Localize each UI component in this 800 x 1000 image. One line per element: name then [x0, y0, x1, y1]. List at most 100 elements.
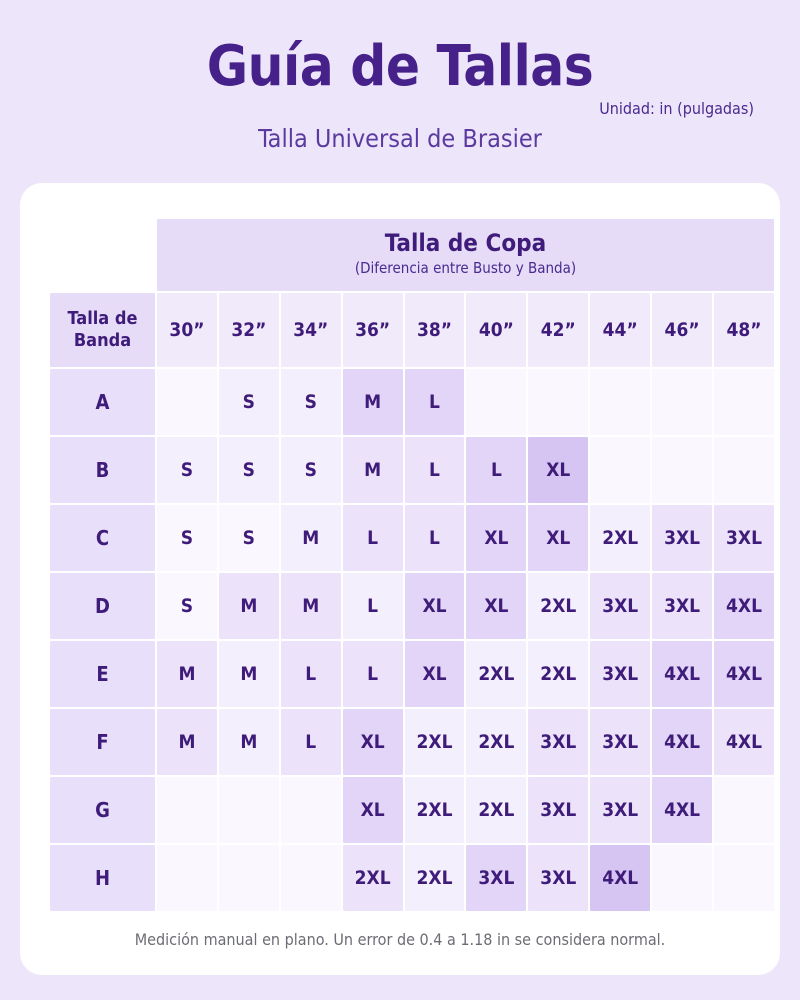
column-header-row: Talla de Banda 30” 32” 34” 36” 38” 40” 4…	[50, 293, 774, 367]
size-cell-empty	[652, 437, 713, 503]
column-header-2: 34”	[280, 293, 341, 367]
size-cell-empty	[714, 777, 774, 843]
size-cell: 4XL	[590, 845, 651, 911]
column-header-1: 32”	[218, 293, 279, 367]
band-size-header-line1: Talla de	[67, 307, 138, 329]
size-cell: 3XL	[714, 505, 774, 571]
size-cell: 3XL	[652, 505, 713, 571]
size-cell: 2XL	[528, 573, 589, 639]
group-header-row: Talla de Copa (Diferencia entre Busto y …	[50, 219, 774, 291]
size-cell: M	[280, 505, 341, 571]
size-table-wrapper: Talla de Copa (Diferencia entre Busto y …	[48, 217, 774, 913]
size-cell-empty	[714, 437, 774, 503]
size-cell-empty	[218, 845, 279, 911]
cup-size-group-subtitle: (Diferencia entre Busto y Banda)	[354, 258, 577, 277]
band-size-row-label: F	[50, 709, 155, 775]
band-size-row-label: A	[50, 369, 155, 435]
size-cell: 2XL	[404, 777, 465, 843]
size-cell: 2XL	[528, 641, 589, 707]
size-cell: L	[342, 641, 403, 707]
column-header-4: 38”	[404, 293, 465, 367]
size-cell: XL	[342, 709, 403, 775]
size-cell: 4XL	[652, 709, 713, 775]
size-cell: S	[218, 437, 279, 503]
size-cell: L	[466, 437, 527, 503]
table-row: E M M L L XL 2XL 2XL 3XL 4XL 4XL	[50, 641, 774, 707]
table-body: A S S M L B S S S M L L XL C S S M L L XL XL 2XL 3XL 3XL D S M M L XL…	[50, 369, 774, 911]
size-cell: M	[342, 437, 403, 503]
page-header: Guía de Tallas Unidad: in (pulgadas) Tal…	[0, 0, 800, 153]
size-cell-empty	[157, 777, 217, 843]
table-row: G XL 2XL 2XL 3XL 3XL 4XL	[50, 777, 774, 843]
band-size-row-label: C	[50, 505, 155, 571]
size-cell: 3XL	[590, 777, 651, 843]
size-cell: 2XL	[342, 845, 403, 911]
band-size-row-label: E	[50, 641, 155, 707]
band-size-row-label: G	[50, 777, 155, 843]
column-header-5: 40”	[466, 293, 527, 367]
size-cell-empty	[528, 369, 589, 435]
size-cell: 2XL	[466, 641, 527, 707]
size-cell: 4XL	[714, 641, 774, 707]
corner-blank-cell	[50, 219, 155, 291]
size-cell-empty	[652, 369, 713, 435]
size-cell-empty	[466, 369, 527, 435]
size-cell-empty	[714, 369, 774, 435]
size-cell: M	[218, 573, 279, 639]
size-cell: 3XL	[528, 845, 589, 911]
size-cell: XL	[342, 777, 403, 843]
size-cell: XL	[528, 437, 589, 503]
size-cell: 2XL	[466, 777, 527, 843]
size-cell: 4XL	[714, 709, 774, 775]
size-cell-empty	[590, 437, 651, 503]
page-subtitle: Talla Universal de Brasier	[258, 123, 542, 153]
size-cell: 3XL	[652, 573, 713, 639]
column-header-0: 30”	[157, 293, 217, 367]
size-table-card: Talla de Copa (Diferencia entre Busto y …	[20, 183, 780, 975]
band-size-row-label: H	[50, 845, 155, 911]
size-cell: S	[157, 573, 217, 639]
size-cell: L	[342, 505, 403, 571]
band-size-header-line2: Banda	[73, 330, 132, 351]
size-cell: M	[218, 709, 279, 775]
table-row: D S M M L XL XL 2XL 3XL 3XL 4XL	[50, 573, 774, 639]
size-cell: M	[280, 573, 341, 639]
measurement-footnote: Medición manual en plano. Un error de 0.…	[134, 930, 666, 949]
band-size-row-label: D	[50, 573, 155, 639]
size-cell: M	[342, 369, 403, 435]
size-cell: S	[157, 505, 217, 571]
table-row: B S S S M L L XL	[50, 437, 774, 503]
size-cell: 2XL	[404, 709, 465, 775]
size-cell-empty	[280, 845, 341, 911]
table-row: C S S M L L XL XL 2XL 3XL 3XL	[50, 505, 774, 571]
size-cell: M	[218, 641, 279, 707]
size-cell: S	[218, 505, 279, 571]
size-cell: L	[342, 573, 403, 639]
size-cell-empty	[157, 845, 217, 911]
size-cell: 3XL	[590, 573, 651, 639]
size-table: Talla de Copa (Diferencia entre Busto y …	[48, 217, 776, 913]
column-header-9: 48”	[714, 293, 774, 367]
size-cell: 4XL	[652, 777, 713, 843]
size-cell: M	[157, 709, 217, 775]
column-header-8: 46”	[652, 293, 713, 367]
size-cell: L	[404, 505, 465, 571]
page-title: Guía de Tallas	[206, 34, 594, 99]
size-cell: 3XL	[590, 641, 651, 707]
size-cell: 3XL	[528, 777, 589, 843]
table-head: Talla de Copa (Diferencia entre Busto y …	[50, 219, 774, 367]
size-cell: 2XL	[590, 505, 651, 571]
table-row: F M M L XL 2XL 2XL 3XL 3XL 4XL 4XL	[50, 709, 774, 775]
size-cell: 3XL	[590, 709, 651, 775]
size-cell: XL	[404, 573, 465, 639]
size-cell: 2XL	[404, 845, 465, 911]
size-cell-empty	[590, 369, 651, 435]
unit-note: Unidad: in (pulgadas)	[599, 98, 754, 118]
size-cell: L	[280, 709, 341, 775]
size-cell: L	[404, 369, 465, 435]
column-header-3: 36”	[342, 293, 403, 367]
size-cell-empty	[218, 777, 279, 843]
size-cell: L	[404, 437, 465, 503]
